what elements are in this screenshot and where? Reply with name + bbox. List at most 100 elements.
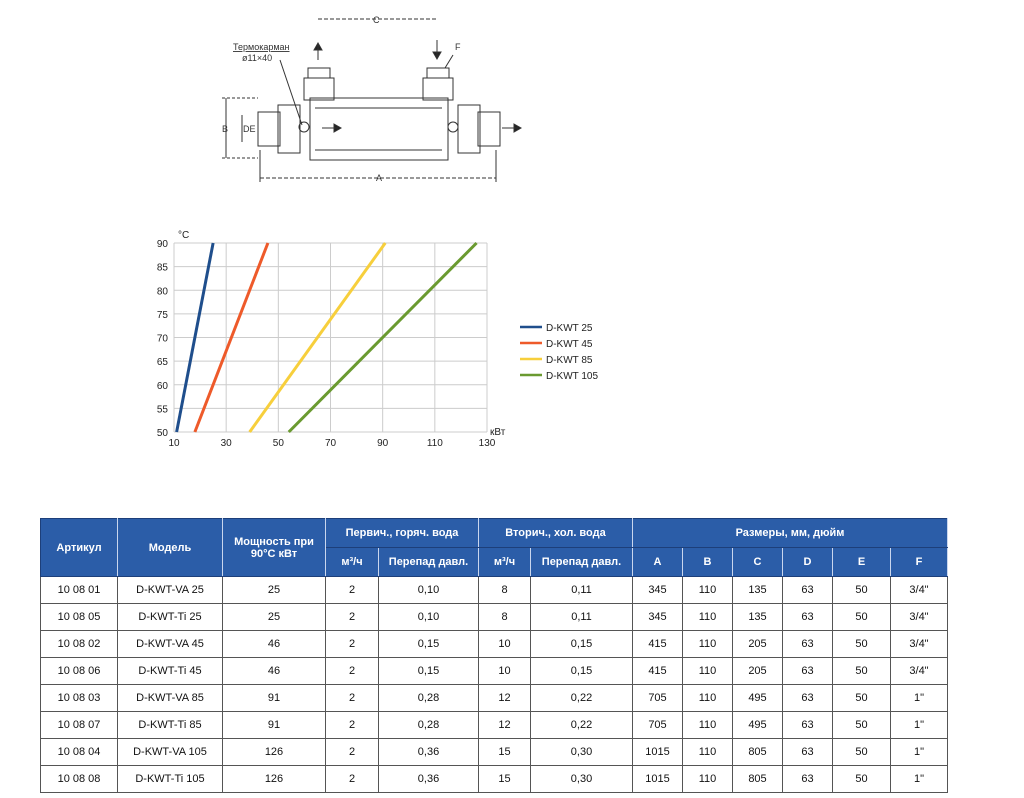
y-tick-label: 65 bbox=[157, 357, 169, 368]
header-e: E bbox=[832, 547, 891, 577]
label-f: F bbox=[455, 42, 461, 52]
table-cell: 46 bbox=[222, 630, 326, 658]
table-row: 10 08 07 D-KWT-Ti 85 91 2 0,28 12 0,22 705 110 49… bbox=[40, 711, 948, 739]
table-cell: 2 bbox=[325, 657, 379, 685]
table-cell: 110 bbox=[682, 630, 733, 658]
header-d: D bbox=[782, 547, 833, 577]
label-b: B bbox=[222, 124, 228, 134]
table-cell: 0,36 bbox=[378, 738, 479, 766]
label-thermo: Термокарман bbox=[233, 42, 290, 52]
label-a: A bbox=[376, 173, 382, 183]
legend-label: D-KWT 85 bbox=[546, 355, 593, 366]
header-primary: Первич., горяч. вода bbox=[325, 518, 479, 548]
table-cell: 8 bbox=[478, 603, 531, 631]
y-tick-label: 75 bbox=[157, 310, 169, 321]
legend-label: D-KWT 105 bbox=[546, 371, 598, 382]
table-cell: 0,15 bbox=[378, 657, 479, 685]
table-cell: 110 bbox=[682, 765, 733, 793]
table-cell: 110 bbox=[682, 684, 733, 712]
table-cell: D-KWT-VA 45 bbox=[117, 630, 223, 658]
table-cell: 135 bbox=[732, 603, 783, 631]
table-cell: 63 bbox=[782, 576, 833, 604]
table-cell: 110 bbox=[682, 711, 733, 739]
table-cell: 50 bbox=[832, 711, 891, 739]
table-cell: 3/4" bbox=[890, 576, 948, 604]
table-cell: 0,28 bbox=[378, 711, 479, 739]
table-cell: D-KWT-Ti 25 bbox=[117, 603, 223, 631]
y-tick-label: 90 bbox=[157, 239, 169, 250]
table-row: 10 08 08 D-KWT-Ti 105 126 2 0,36 15 0,30 1015 11… bbox=[40, 765, 948, 793]
x-tick-label: 90 bbox=[377, 438, 389, 449]
table-cell: 3/4" bbox=[890, 603, 948, 631]
table-cell: 0,15 bbox=[530, 630, 633, 658]
header-dimensions: Размеры, мм, дюйм bbox=[632, 518, 948, 548]
table-cell: 10 bbox=[478, 657, 531, 685]
table-cell: 10 08 02 bbox=[40, 630, 118, 658]
table-cell: D-KWT-VA 25 bbox=[117, 576, 223, 604]
table-cell: 50 bbox=[832, 576, 891, 604]
table-cell: 805 bbox=[732, 738, 783, 766]
table-cell: 63 bbox=[782, 630, 833, 658]
x-axis-label: кВт bbox=[490, 427, 506, 438]
y-tick-label: 70 bbox=[157, 334, 169, 345]
table-cell: 50 bbox=[832, 738, 891, 766]
table-cell: 110 bbox=[682, 576, 733, 604]
table-cell: 2 bbox=[325, 738, 379, 766]
table-cell: 50 bbox=[832, 603, 891, 631]
table-cell: 12 bbox=[478, 684, 531, 712]
table-cell: 1015 bbox=[632, 765, 683, 793]
header-primary-flow: м³/ч bbox=[325, 547, 379, 577]
x-tick-label: 10 bbox=[168, 438, 180, 449]
table-cell: 3/4" bbox=[890, 657, 948, 685]
table-cell: 345 bbox=[632, 576, 683, 604]
table-cell: 63 bbox=[782, 765, 833, 793]
x-tick-label: 130 bbox=[479, 438, 496, 449]
header-article: Артикул bbox=[40, 518, 118, 577]
header-c: C bbox=[732, 547, 783, 577]
table-cell: 50 bbox=[832, 657, 891, 685]
temperature-power-chart: 10 30 50 70 90 110 130 50 55 60 65 70 75 80 85 90 D-KWT … bbox=[157, 230, 599, 449]
table-cell: 2 bbox=[325, 684, 379, 712]
table-cell: 0,30 bbox=[530, 765, 633, 793]
table-cell: 1015 bbox=[632, 738, 683, 766]
series-line bbox=[175, 242, 215, 433]
table-cell: 2 bbox=[325, 630, 379, 658]
table-cell: 705 bbox=[632, 684, 683, 712]
table-cell: 2 bbox=[325, 711, 379, 739]
heat-exchanger-diagram: C Термокарман ø11×40 F B DE A bbox=[222, 15, 523, 183]
series-line bbox=[248, 242, 387, 433]
table-cell: 415 bbox=[632, 630, 683, 658]
table-cell: 63 bbox=[782, 738, 833, 766]
table-cell: 0,11 bbox=[530, 576, 633, 604]
table-cell: D-KWT-Ti 45 bbox=[117, 657, 223, 685]
table-cell: 0,10 bbox=[378, 576, 479, 604]
table-cell: 15 bbox=[478, 738, 531, 766]
table-cell: 110 bbox=[682, 603, 733, 631]
table-cell: 63 bbox=[782, 657, 833, 685]
table-cell: D-KWT-VA 105 bbox=[117, 738, 223, 766]
table-cell: 63 bbox=[782, 711, 833, 739]
table-cell: 25 bbox=[222, 603, 326, 631]
header-power: Мощность при 90°С кВт bbox=[222, 518, 326, 577]
y-tick-label: 50 bbox=[157, 428, 169, 439]
table-cell: 205 bbox=[732, 657, 783, 685]
table-cell: 8 bbox=[478, 576, 531, 604]
y-tick-label: 80 bbox=[157, 286, 169, 297]
table-cell: 91 bbox=[222, 684, 326, 712]
table-cell: 495 bbox=[732, 684, 783, 712]
table-cell: 25 bbox=[222, 576, 326, 604]
x-tick-label: 110 bbox=[427, 438, 443, 449]
x-tick-label: 30 bbox=[221, 438, 233, 449]
table-cell: 0,22 bbox=[530, 684, 633, 712]
table-cell: 0,15 bbox=[530, 657, 633, 685]
table-cell: 1" bbox=[890, 765, 948, 793]
table-cell: 0,11 bbox=[530, 603, 633, 631]
legend-label: D-KWT 25 bbox=[546, 323, 593, 334]
table-cell: 1" bbox=[890, 711, 948, 739]
table-cell: 126 bbox=[222, 738, 326, 766]
table-cell: 2 bbox=[325, 576, 379, 604]
table-cell: 1" bbox=[890, 738, 948, 766]
specs-table: Артикул Модель Мощность при 90°С кВт Пер… bbox=[40, 518, 948, 793]
table-cell: 50 bbox=[832, 630, 891, 658]
header-secondary-flow: м³/ч bbox=[478, 547, 531, 577]
